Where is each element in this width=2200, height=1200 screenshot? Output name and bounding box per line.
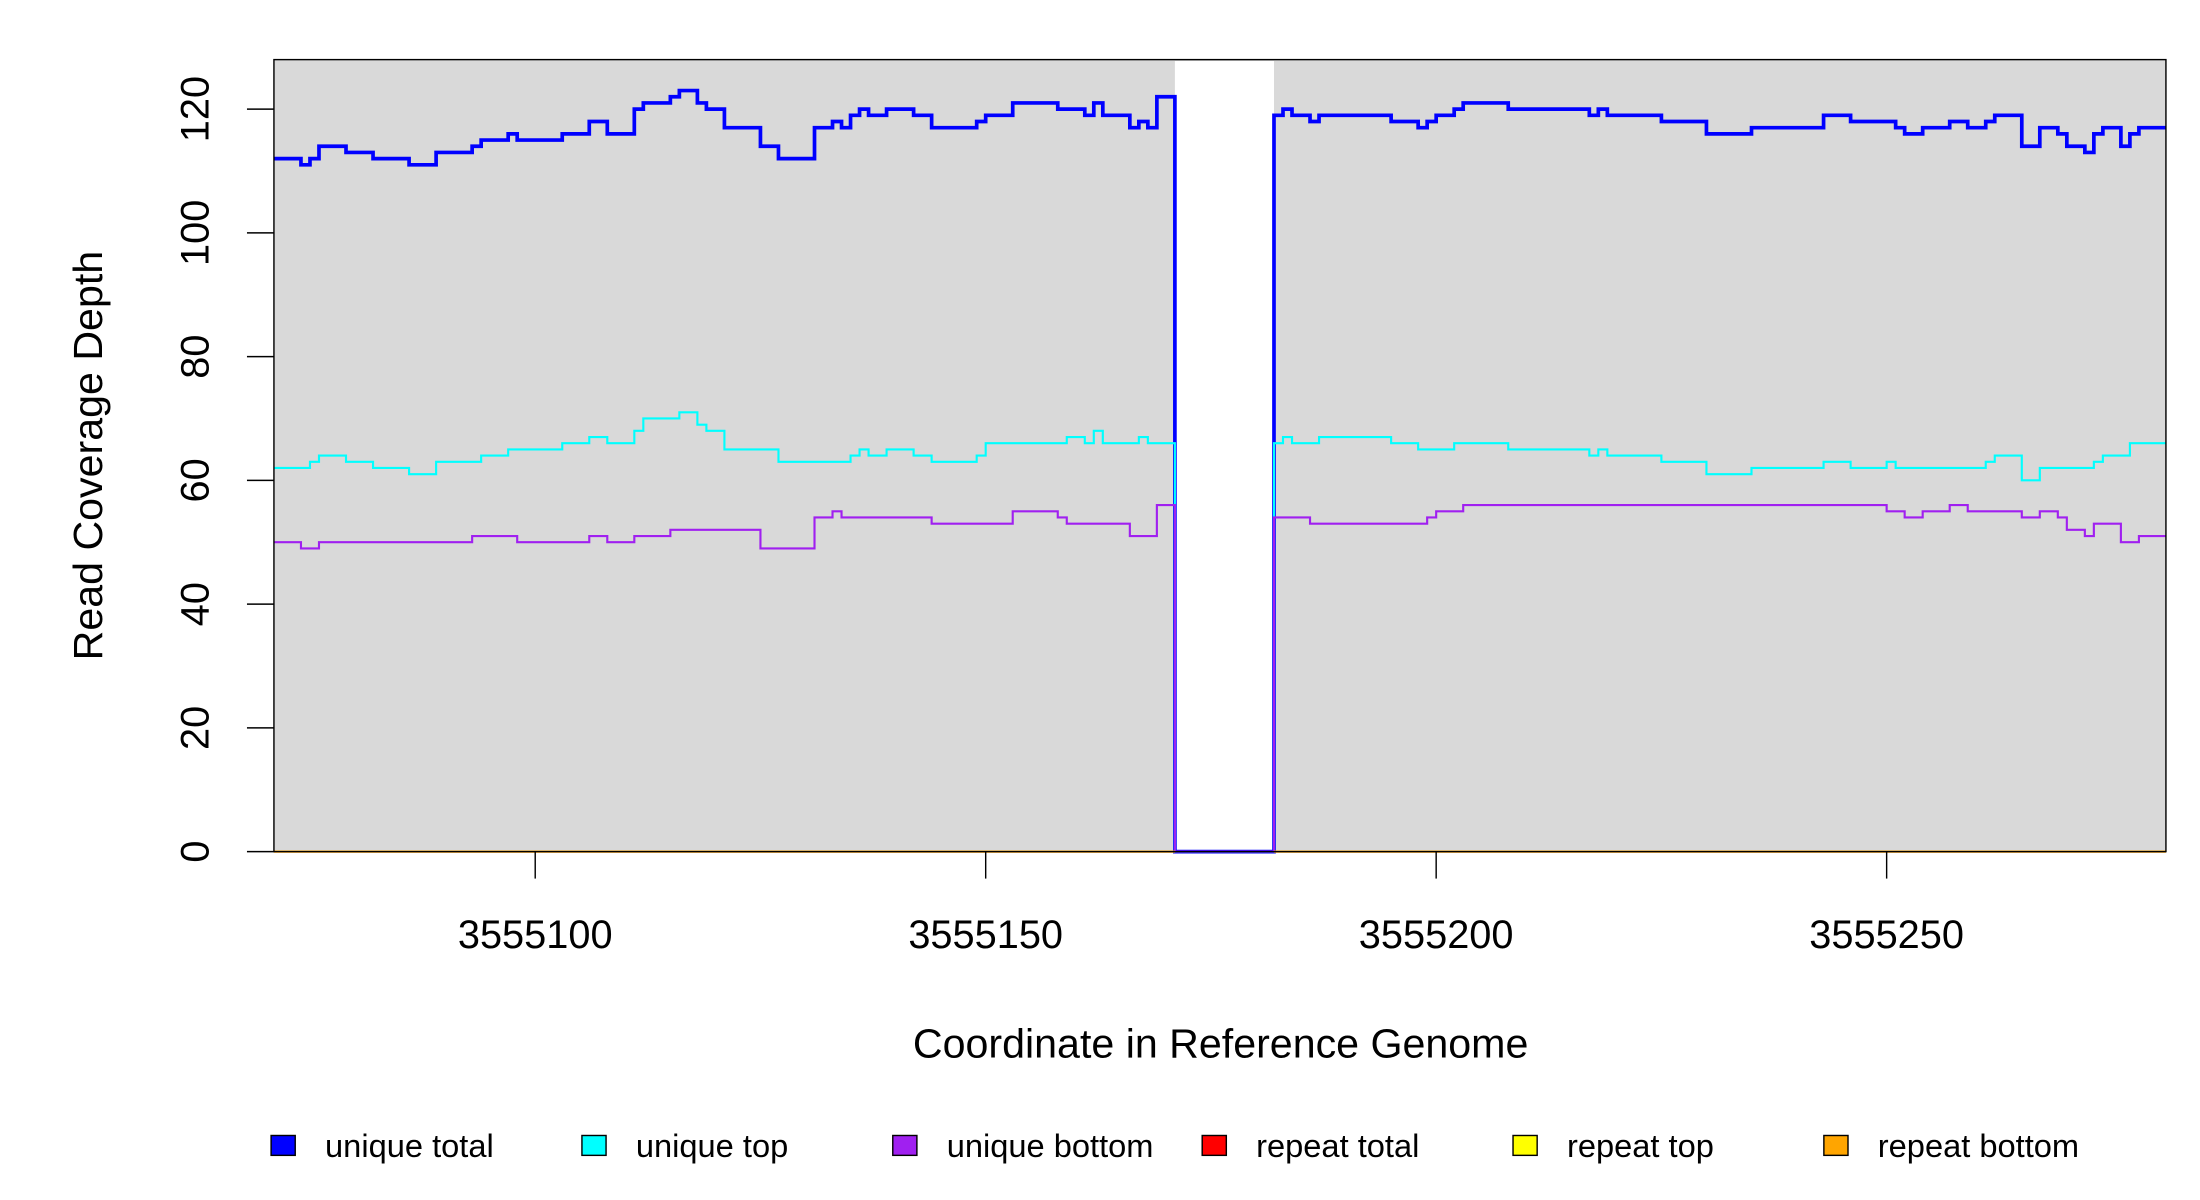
- legend-label: repeat top: [1567, 1127, 1714, 1164]
- legend-swatch: [1512, 1134, 1538, 1157]
- x-axis-title: Coordinate in Reference Genome: [913, 1020, 1528, 1066]
- series-line-unique-total: [273, 88, 2166, 854]
- x-tick-label: 3555200: [1359, 913, 1514, 957]
- legend-item-unique-bottom: unique bottom: [892, 1127, 1154, 1164]
- legend-label: unique top: [636, 1127, 788, 1164]
- legend-label: unique bottom: [947, 1127, 1154, 1164]
- legend-item-unique-top: unique top: [581, 1127, 788, 1164]
- x-tick-label: 3555250: [1809, 913, 1964, 957]
- y-tick-label: 80: [174, 335, 218, 379]
- gap-region: [1174, 61, 1274, 852]
- y-tick-label: 0: [174, 841, 218, 863]
- series-line-unique-bottom: [273, 504, 2166, 853]
- legend-item-repeat-top: repeat top: [1512, 1127, 1714, 1164]
- plot-frame: [273, 58, 2167, 853]
- legend-swatch: [270, 1134, 296, 1157]
- legend-item-unique-total: unique total: [270, 1127, 494, 1164]
- y-axis-title: Read Coverage Depth: [65, 251, 111, 661]
- x-tick-label: 3555100: [458, 913, 613, 957]
- series-line-unique-top: [273, 411, 2166, 853]
- y-tick-label: 40: [174, 582, 218, 626]
- y-tick-label: 120: [174, 76, 218, 142]
- y-axis: 0 20 40 60 80 100 120: [174, 76, 274, 863]
- legend-label: unique total: [325, 1127, 494, 1164]
- legend-label: repeat bottom: [1878, 1127, 2079, 1164]
- x-tick-label: 3555150: [908, 913, 1063, 957]
- legend-swatch: [1823, 1134, 1849, 1157]
- y-tick-label: 20: [174, 706, 218, 750]
- legend-item-repeat-bottom: repeat bottom: [1823, 1127, 2079, 1164]
- x-axis: 3555100 3555150 3555200 3555250: [458, 851, 1964, 957]
- legend-label: repeat total: [1256, 1127, 1419, 1164]
- y-tick-label: 100: [174, 200, 218, 266]
- legend-item-repeat-total: repeat total: [1201, 1127, 1419, 1164]
- y-tick-label: 60: [174, 458, 218, 502]
- legend: unique total unique top unique bottom repea…: [270, 1127, 2079, 1164]
- legend-swatch: [1201, 1134, 1228, 1157]
- legend-swatch: [581, 1134, 607, 1157]
- legend-swatch: [892, 1134, 918, 1157]
